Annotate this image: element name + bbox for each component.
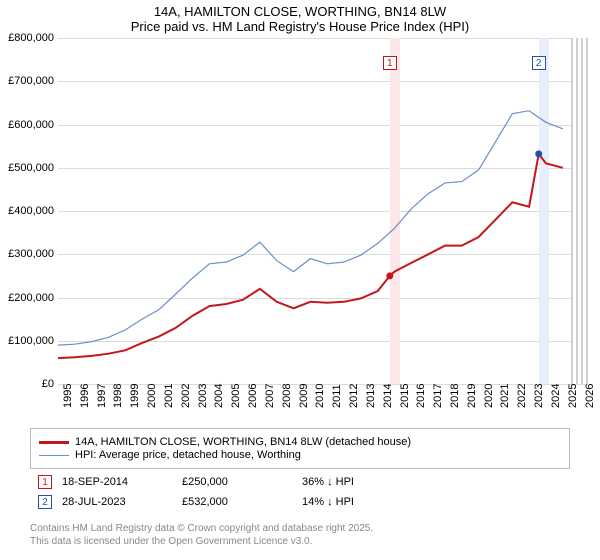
xtick-label: 2023 (533, 384, 545, 408)
series-property (58, 154, 563, 358)
legend-swatch (39, 441, 69, 444)
xtick-label: 2024 (550, 384, 562, 408)
ytick-label: £700,000 (4, 75, 54, 87)
xtick-label: 2026 (584, 384, 596, 408)
xtick-label: 2001 (163, 384, 175, 408)
ytick-label: £100,000 (4, 335, 54, 347)
marker-dot-1 (386, 272, 393, 279)
xtick-label: 2000 (146, 384, 158, 408)
ytick-label: £0 (4, 378, 54, 390)
ytick-label: £600,000 (4, 119, 54, 131)
marker-table: 1 18-SEP-2014 £250,000 36% ↓ HPI 2 28-JUL-202… (30, 472, 570, 512)
xtick-label: 2022 (516, 384, 528, 408)
legend-label: HPI: Average price, detached house, Wort… (75, 449, 301, 461)
marker-dot-2 (535, 150, 542, 157)
marker-date: 18-SEP-2014 (62, 476, 172, 488)
xtick-label: 2014 (382, 384, 394, 408)
xtick-label: 2005 (230, 384, 242, 408)
xtick-label: 2008 (281, 384, 293, 408)
xtick-label: 2015 (399, 384, 411, 408)
xtick-label: 1999 (129, 384, 141, 408)
xtick-label: 2010 (314, 384, 326, 408)
xtick-label: 2006 (247, 384, 259, 408)
chart-container: 14A, HAMILTON CLOSE, WORTHING, BN14 8LW … (0, 0, 600, 560)
xtick-label: 2009 (298, 384, 310, 408)
marker-table-row: 2 28-JUL-2023 £532,000 14% ↓ HPI (30, 492, 570, 512)
xtick-label: 2013 (365, 384, 377, 408)
xtick-label: 2003 (197, 384, 209, 408)
marker-flag-2: 2 (532, 56, 546, 70)
xtick-label: 1998 (112, 384, 124, 408)
xtick-label: 2020 (483, 384, 495, 408)
xtick-label: 2002 (180, 384, 192, 408)
ytick-label: £300,000 (4, 248, 54, 260)
footer-line-1: Contains HM Land Registry data © Crown c… (30, 522, 373, 535)
marker-id-box: 2 (38, 495, 52, 509)
ytick-label: £400,000 (4, 205, 54, 217)
xtick-label: 2025 (567, 384, 579, 408)
legend: 14A, HAMILTON CLOSE, WORTHING, BN14 8LW … (30, 428, 570, 469)
attribution-footer: Contains HM Land Registry data © Crown c… (30, 522, 373, 548)
xtick-label: 1996 (79, 384, 91, 408)
marker-id-box: 1 (38, 475, 52, 489)
chart-title-address: 14A, HAMILTON CLOSE, WORTHING, BN14 8LW (0, 4, 600, 19)
ytick-label: £200,000 (4, 292, 54, 304)
xtick-label: 1995 (62, 384, 74, 408)
xtick-label: 2017 (432, 384, 444, 408)
xtick-label: 2011 (331, 384, 343, 408)
legend-swatch (39, 455, 69, 456)
chart-subtitle: Price paid vs. HM Land Registry's House … (0, 19, 600, 34)
xtick-label: 2019 (466, 384, 478, 408)
xtick-label: 2018 (449, 384, 461, 408)
ytick-label: £500,000 (4, 162, 54, 174)
footer-line-2: This data is licensed under the Open Gov… (30, 535, 373, 548)
marker-flag-1: 1 (383, 56, 397, 70)
xtick-label: 2021 (499, 384, 511, 408)
marker-table-row: 1 18-SEP-2014 £250,000 36% ↓ HPI (30, 472, 570, 492)
legend-label: 14A, HAMILTON CLOSE, WORTHING, BN14 8LW … (75, 436, 411, 448)
title-block: 14A, HAMILTON CLOSE, WORTHING, BN14 8LW … (0, 0, 600, 34)
xtick-label: 2012 (348, 384, 360, 408)
xtick-label: 2016 (415, 384, 427, 408)
line-plot (58, 38, 588, 384)
xtick-label: 2004 (213, 384, 225, 408)
marker-price: £250,000 (182, 476, 292, 488)
legend-item: HPI: Average price, detached house, Wort… (39, 449, 561, 461)
legend-item: 14A, HAMILTON CLOSE, WORTHING, BN14 8LW … (39, 436, 561, 448)
ytick-label: £800,000 (4, 32, 54, 44)
marker-date: 28-JUL-2023 (62, 496, 172, 508)
marker-delta: 14% ↓ HPI (302, 496, 412, 508)
marker-price: £532,000 (182, 496, 292, 508)
plot-area: £0£100,000£200,000£300,000£400,000£500,0… (58, 38, 588, 384)
marker-delta: 36% ↓ HPI (302, 476, 412, 488)
xtick-label: 1997 (96, 384, 108, 408)
xtick-label: 2007 (264, 384, 276, 408)
